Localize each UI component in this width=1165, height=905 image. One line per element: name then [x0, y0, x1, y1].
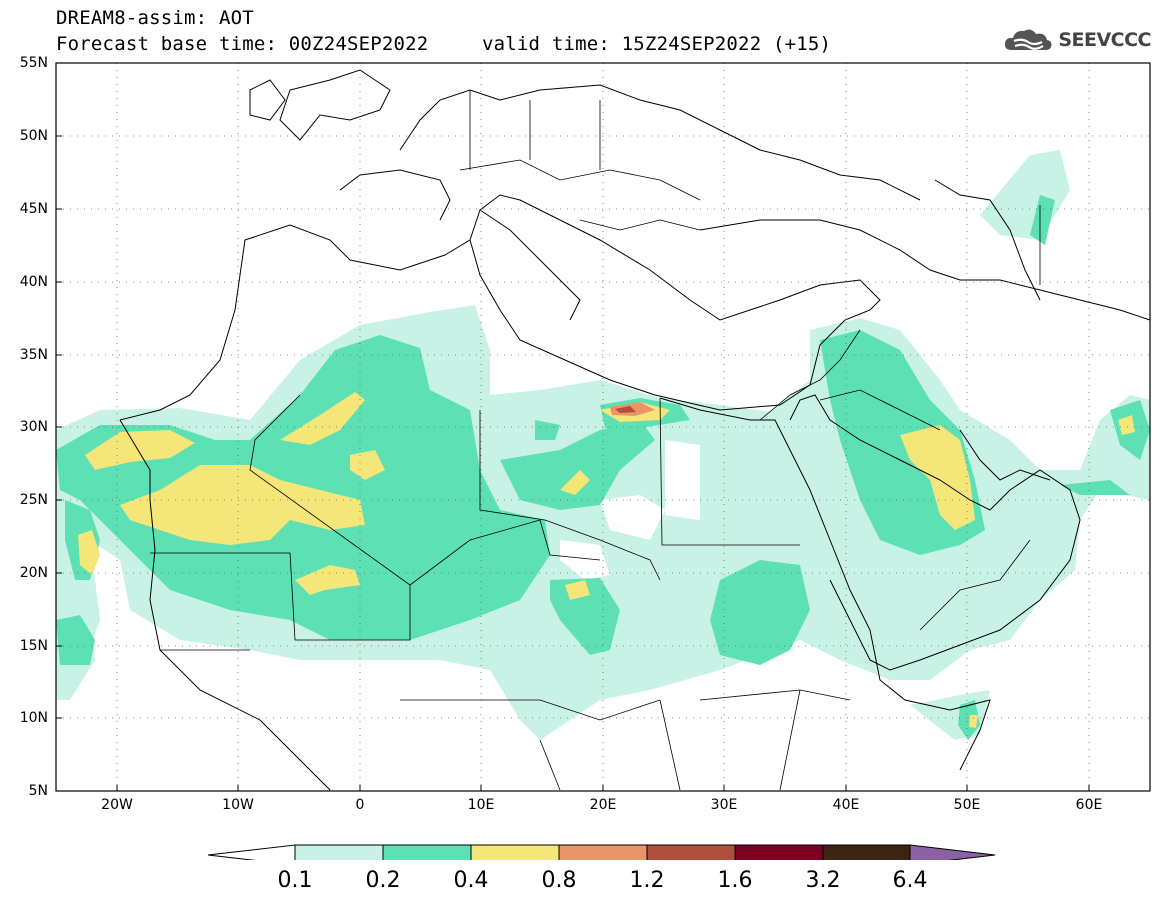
graticule — [56, 63, 1150, 791]
logo-text: SEEVCCC — [1058, 29, 1151, 51]
aot-band-1.2 — [615, 406, 636, 413]
colorbar-label: 1.6 — [717, 868, 753, 893]
title-model-line: DREAM8-assim: AOT — [56, 7, 254, 29]
lon-label: 20E — [589, 797, 617, 813]
colorbar-swatch — [294, 844, 384, 860]
colorbar-swatch — [470, 844, 560, 860]
colorbar-high-arrow — [909, 844, 996, 860]
seevccc-logo: SEEVCCC — [1002, 26, 1151, 54]
colorbar-label: 0.1 — [277, 868, 313, 893]
colorbar-label: 1.2 — [629, 868, 665, 893]
colorbar — [207, 844, 996, 860]
colorbar-label: 0.2 — [365, 868, 401, 893]
lat-label: 10N — [19, 710, 48, 726]
lat-label: 45N — [19, 201, 48, 217]
lat-label: 30N — [19, 419, 48, 435]
colorbar-swatch — [382, 844, 472, 860]
borders — [150, 90, 1041, 791]
title-base-time: Forecast base time: 00Z24SEP2022 — [56, 33, 429, 55]
lon-label: 50E — [953, 797, 981, 813]
colorbar-swatch — [822, 844, 911, 860]
cloud-icon — [1005, 29, 1052, 50]
title-valid-time: valid time: 15Z24SEP2022 (+15) — [482, 33, 832, 55]
colorbar-swatch — [734, 844, 824, 860]
lon-label: 40E — [832, 797, 860, 813]
colorbar-swatch — [558, 844, 648, 860]
lat-label: 55N — [19, 55, 48, 71]
lat-label: 50N — [19, 128, 48, 144]
lat-label: 25N — [19, 492, 48, 508]
lat-label: 15N — [19, 638, 48, 654]
coastlines — [119, 69, 1150, 791]
lat-label: 20N — [19, 565, 48, 581]
lon-label: 20W — [101, 797, 133, 813]
colorbar-label: 6.4 — [892, 868, 928, 893]
lat-label: 35N — [19, 347, 48, 363]
aot-field — [56, 63, 1150, 791]
colorbar-label: 3.2 — [805, 868, 841, 893]
colorbar-low-arrow — [207, 844, 296, 860]
lat-label: 5N — [28, 783, 48, 799]
aot-map — [55, 62, 1151, 860]
lon-label: 60E — [1075, 797, 1103, 813]
lon-label: 0 — [355, 797, 365, 813]
lon-label: 10W — [222, 797, 254, 813]
lat-label: 40N — [19, 274, 48, 290]
colorbar-label: 0.8 — [541, 868, 577, 893]
colorbar-swatch — [646, 844, 736, 860]
lon-label: 30E — [710, 797, 738, 813]
colorbar-label: 0.4 — [453, 868, 489, 893]
lon-label: 10E — [467, 797, 495, 813]
